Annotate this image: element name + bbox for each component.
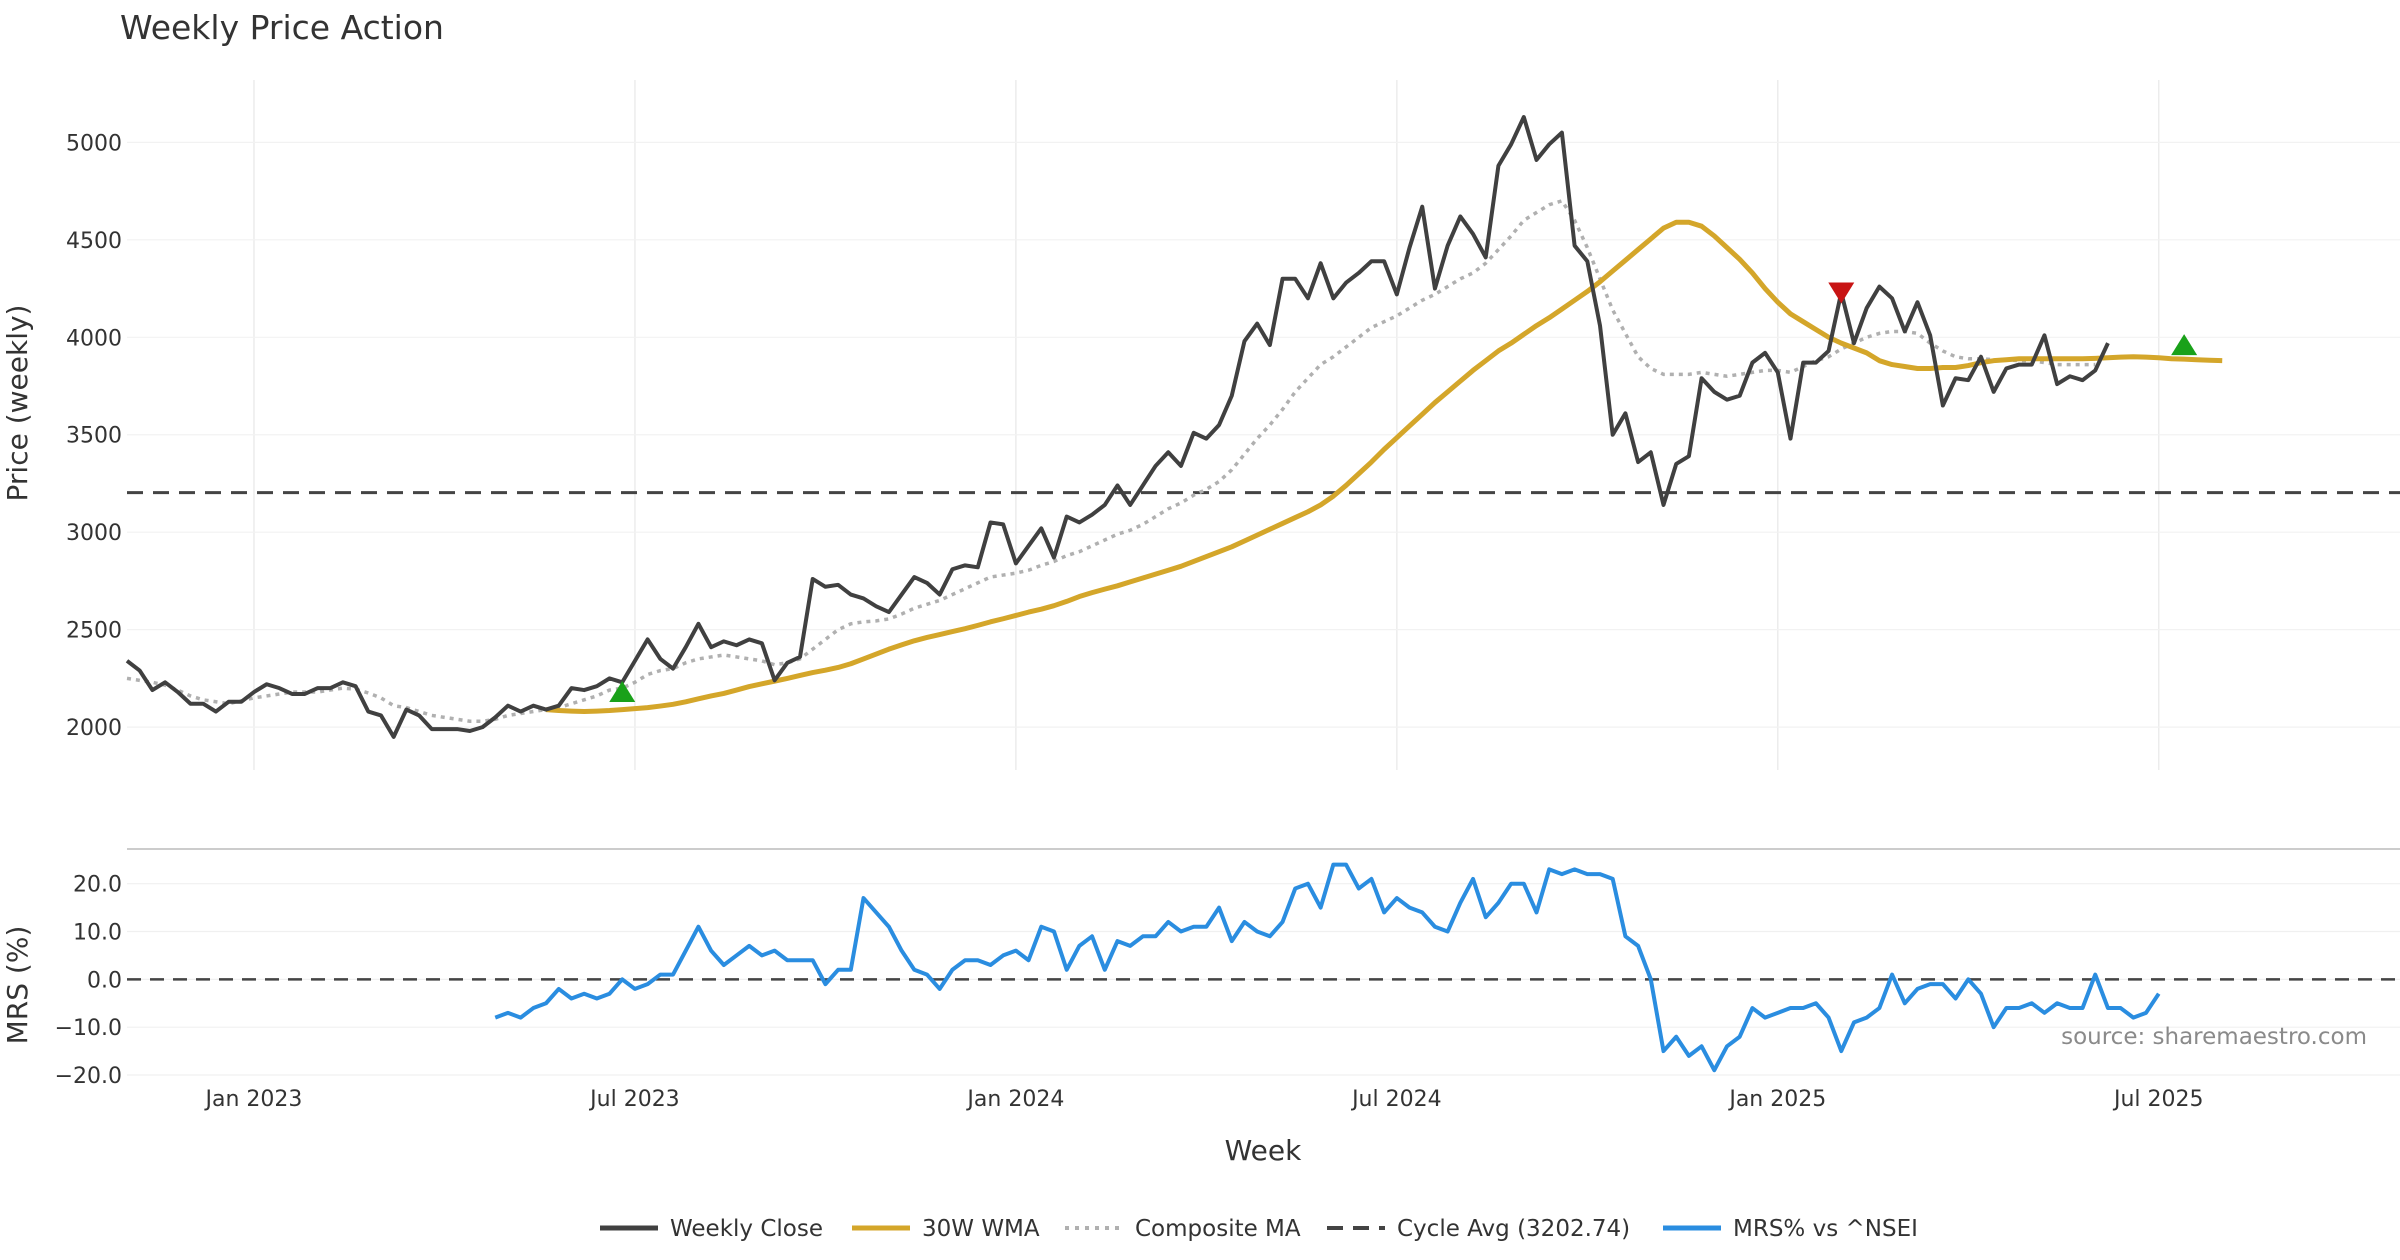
- x-tick-label: Jan 2025: [1727, 1087, 1826, 1112]
- legend-label: Composite MA: [1135, 1216, 1301, 1242]
- x-tick-label: Jan 2024: [965, 1087, 1064, 1112]
- x-tick-label: Jul 2023: [588, 1087, 680, 1112]
- x-tick-label: Jul 2025: [2112, 1087, 2204, 1112]
- x-tick-label: Jan 2023: [204, 1087, 303, 1112]
- mrs-y-tick-label: −10.0: [55, 1016, 122, 1041]
- mrs-y-tick-label: 0.0: [87, 968, 122, 993]
- weekly-close-line: [125, 115, 2110, 739]
- x-axis-label: Week: [1225, 1134, 1302, 1167]
- price-y-tick-label: 5000: [66, 131, 122, 156]
- mrs-panel: −20.0 −10.0 0.0 10.0 20.0: [55, 862, 2400, 1089]
- legend-label: 30W WMA: [922, 1216, 1040, 1242]
- buy-signal-marker: [609, 681, 636, 703]
- price-y-tick-label: 4500: [66, 229, 122, 254]
- mrs-y-axis-label: MRS (%): [1, 926, 34, 1045]
- mrs-y-tick-label: −20.0: [55, 1064, 122, 1089]
- x-axis-ticks: Jan 2023 Jul 2023 Jan 2024 Jul 2024 Jan 2025…: [204, 1087, 2204, 1112]
- legend-label: MRS% vs ^NSEI: [1733, 1216, 1918, 1242]
- mrs-line: [494, 862, 2161, 1073]
- mrs-y-tick-label: 10.0: [73, 921, 122, 946]
- legend-label: Cycle Avg (3202.74): [1397, 1216, 1630, 1242]
- price-y-tick-label: 3000: [66, 521, 122, 546]
- price-y-tick-label: 2000: [66, 716, 122, 741]
- wma-30w-line: [545, 219, 2223, 715]
- sell-signal-marker: [1828, 282, 1855, 304]
- price-panel: 2000 2500 3000 3500 4000 4500 5000: [66, 115, 2400, 741]
- mrs-y-tick-label: 20.0: [73, 873, 122, 898]
- source-annotation: source: sharemaestro.com: [2061, 1024, 2367, 1050]
- buy-signal-marker: [2171, 334, 2198, 356]
- price-y-ticks: 2000 2500 3000 3500 4000 4500 5000: [66, 131, 122, 741]
- price-y-tick-label: 2500: [66, 619, 122, 644]
- price-y-tick-label: 3500: [66, 424, 122, 449]
- legend: Weekly Close 30W WMA Composite MA Cycle Avg…: [600, 1216, 1918, 1242]
- legend-label: Weekly Close: [670, 1216, 823, 1242]
- chart-title: Weekly Price Action: [120, 8, 444, 47]
- mrs-y-ticks: −20.0 −10.0 0.0 10.0 20.0: [55, 873, 122, 1089]
- price-y-tick-label: 4000: [66, 326, 122, 351]
- x-tick-label: Jul 2024: [1350, 1087, 1442, 1112]
- price-y-axis-label: Price (weekly): [1, 305, 34, 502]
- signal-markers: [609, 282, 2198, 703]
